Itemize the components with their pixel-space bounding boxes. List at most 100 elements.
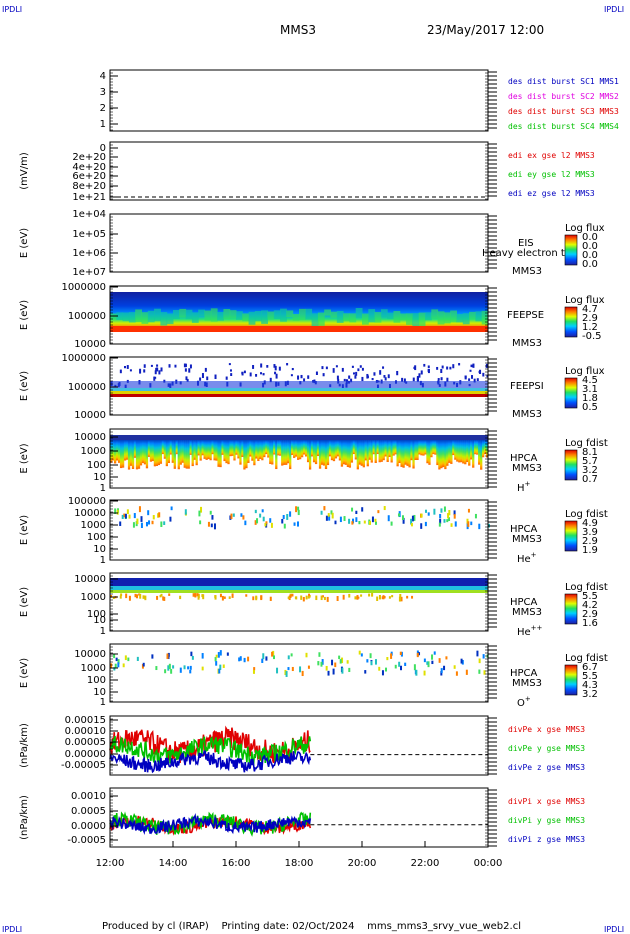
hpca-h-column — [139, 440, 143, 466]
hpca_o-dot — [317, 661, 320, 666]
feepsi-dot — [366, 375, 369, 379]
hpca-h-column — [466, 440, 469, 463]
hpca-h-column — [370, 440, 373, 463]
hpca-h-column — [366, 440, 369, 467]
hpca_o-dot — [190, 651, 193, 657]
hpca_o-dot — [214, 656, 217, 662]
feepse-lower-band — [110, 326, 488, 332]
hpca_o-dot — [413, 664, 416, 671]
hpca-h-column — [478, 440, 481, 465]
feepse-band — [273, 310, 281, 319]
feepse-band — [425, 312, 432, 321]
colorbar — [564, 664, 578, 696]
hpca-hepp-dot — [398, 596, 401, 602]
hpca_he-dot — [128, 514, 131, 519]
hpca_he-dot — [295, 506, 298, 513]
hpca-h-column — [446, 440, 449, 466]
hpca-h-column — [169, 440, 172, 455]
panel-feepse: 1000000 100000 10000 E (eV) FEEPSE MMS3 Log fl… — [19, 282, 605, 350]
hpca_o-dot — [358, 650, 361, 655]
hpca_he-dot — [119, 521, 122, 526]
feepsi-dot — [183, 363, 186, 368]
hpca-h-column — [320, 440, 324, 465]
spacecraft-label: MMS3 — [512, 534, 542, 545]
hpca-hepp-dot — [307, 596, 310, 599]
hpca_o-dot — [418, 652, 421, 656]
colorbar-title: Log fdist — [565, 509, 608, 520]
hpca-hepp-dot — [162, 596, 165, 601]
hpca_o-dot — [168, 663, 171, 669]
feepse-band — [185, 309, 193, 320]
hpca_he-dot — [334, 520, 337, 525]
hpca-h-column — [408, 440, 411, 468]
hpca_he-dot — [363, 520, 366, 524]
feepsi-dot — [273, 364, 276, 368]
hpca-h-column — [364, 440, 367, 461]
hpca-h-column — [442, 440, 445, 468]
hpca-h-column — [304, 440, 308, 457]
feepse-band — [437, 311, 445, 325]
feepse-band — [128, 312, 136, 323]
hpca_he-dot — [270, 522, 273, 528]
feepse-band — [204, 310, 212, 321]
hpca-h-column — [275, 440, 278, 470]
hpca_o-dot — [287, 667, 290, 671]
hpca_he-dot — [152, 515, 155, 520]
feepsi-dot — [359, 365, 362, 368]
feepse-band — [399, 313, 407, 321]
hpca_he-dot — [289, 511, 292, 517]
hpca-h-column — [195, 440, 198, 466]
y-tick-label: 6e+20 — [72, 171, 106, 182]
feepsi-dot — [361, 367, 364, 371]
hpca-h-column — [314, 440, 318, 465]
hpca_o-dot — [440, 671, 443, 676]
y-tick-label: 1e+05 — [72, 229, 106, 240]
hpca_o-dot — [399, 651, 402, 656]
feepsi-dot — [185, 376, 188, 381]
feepse-band — [311, 313, 319, 327]
hpca-hepp-dot — [192, 593, 195, 597]
y-tick-label: 0 — [100, 143, 106, 154]
hpca-h-column — [472, 440, 475, 468]
hpca-h-column — [318, 440, 322, 469]
feepsi-dot — [470, 364, 473, 368]
hpca_he-dot — [286, 513, 289, 520]
y-tick-label: 10000 — [74, 574, 106, 585]
hpca-h-column — [175, 440, 178, 455]
feepsi-dot — [129, 369, 132, 372]
hpca-h-column — [245, 440, 248, 469]
y-tick-label: 2e+20 — [72, 152, 106, 163]
colorbar-tick: 0.0 — [582, 241, 598, 252]
hpca_he-dot — [157, 513, 160, 518]
feepse-band — [242, 313, 250, 322]
hpca_o-dot — [167, 652, 170, 657]
hpca-h-column — [452, 440, 455, 456]
feepsi-dot — [473, 378, 476, 383]
hpca-h-column — [293, 440, 296, 458]
hpca_o-dot — [276, 667, 279, 674]
hpca_o-dot — [445, 656, 448, 660]
hpca_he-dot — [331, 512, 334, 519]
hpca-h-column — [338, 440, 342, 461]
feepsi-dot — [446, 377, 449, 382]
feepse-band — [223, 308, 231, 320]
hpca-hepp-dot — [305, 595, 308, 600]
feepsi-dot — [315, 371, 318, 375]
y-tick-label: 100000 — [68, 496, 106, 507]
hpca-h-column — [263, 440, 266, 458]
spacecraft-label: MMS3 — [512, 678, 542, 689]
colorbar-tick: 2.9 — [582, 609, 598, 620]
instrument-label: FEEPSE — [507, 310, 544, 321]
hpca-hepp-dot — [294, 596, 297, 599]
hpca_o-dot — [291, 666, 294, 672]
hpca_o-dot — [385, 667, 388, 672]
hpca_he-dot — [136, 518, 139, 525]
hpca_o-dot — [271, 651, 274, 657]
hpca-h-column — [448, 440, 451, 463]
feepse-band — [217, 311, 224, 321]
hpca-h-column — [115, 440, 119, 461]
hpca_o-dot — [238, 657, 241, 662]
feepsi-dot — [322, 373, 325, 377]
colorbar — [564, 234, 578, 266]
hpca-h-column — [143, 440, 147, 465]
